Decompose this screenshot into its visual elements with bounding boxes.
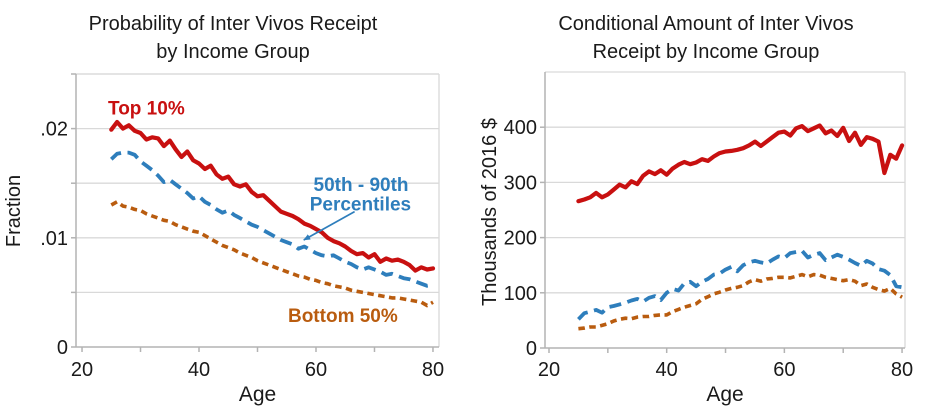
chart-title-line1: Conditional Amount of Inter Vivos — [558, 13, 853, 35]
x-tick-label: 80 — [891, 359, 913, 381]
x-tick-label: 40 — [656, 359, 678, 381]
series-label-bottom-50-: Bottom 50% — [288, 306, 398, 327]
y-tick-label: 0 — [526, 338, 537, 360]
y-tick-label: 200 — [504, 228, 537, 250]
y-tick-label: 400 — [504, 117, 537, 139]
chart-title-line1: Probability of Inter Vivos Receipt — [89, 13, 378, 35]
probability-chart-panel: 20 40 60 80 0 .01 .02 Probability of Inter Vivo… — [3, 13, 444, 406]
series-top-10- — [576, 123, 905, 204]
x-axis-title: Age — [706, 383, 743, 406]
x-axis-title: Age — [239, 383, 276, 406]
y-tick-label: 0 — [57, 337, 68, 359]
x-tick-label: 20 — [71, 359, 93, 381]
x-tick-label: 80 — [422, 359, 444, 381]
series-50th-90th-percentiles — [577, 248, 903, 321]
amount-chart-panel: 20 40 60 80 0 100 200 300 400 Conditional Amount … — [468, 0, 936, 415]
x-tick-label: 20 — [538, 359, 560, 381]
y-tick-label: .02 — [40, 119, 68, 141]
probability-chart: 20 40 60 80 0 .01 .02 Probability of Inter Vivo… — [3, 13, 444, 406]
y-tick-label: 300 — [504, 172, 537, 194]
series-bottom-50- — [578, 272, 903, 331]
series-top-10- — [109, 119, 436, 273]
x-tick-label: 60 — [773, 359, 795, 381]
y-axis-title: Fraction — [3, 175, 25, 247]
y-tick-label: .01 — [40, 228, 68, 250]
series-label-50th-90th: 50th - 90th — [314, 175, 409, 196]
chart-title-line2: Receipt by Income Group — [593, 41, 820, 63]
series-50th-90th-percentiles — [109, 150, 434, 288]
series-bottom-50- — [110, 200, 434, 308]
series-label-top-10-: Top 10% — [108, 98, 185, 119]
x-tick-label: 60 — [305, 359, 327, 381]
chart-title-line2: by Income Group — [156, 41, 309, 63]
series-label-percentiles: Percentiles — [310, 195, 411, 216]
amount-chart: 20 40 60 80 0 100 200 300 400 Conditional Amount … — [479, 13, 913, 406]
y-tick-label: 100 — [504, 283, 537, 305]
x-tick-label: 40 — [188, 359, 210, 381]
legend-arrow — [303, 210, 356, 241]
y-axis-title: Thousands of 2016 $ — [479, 118, 501, 306]
